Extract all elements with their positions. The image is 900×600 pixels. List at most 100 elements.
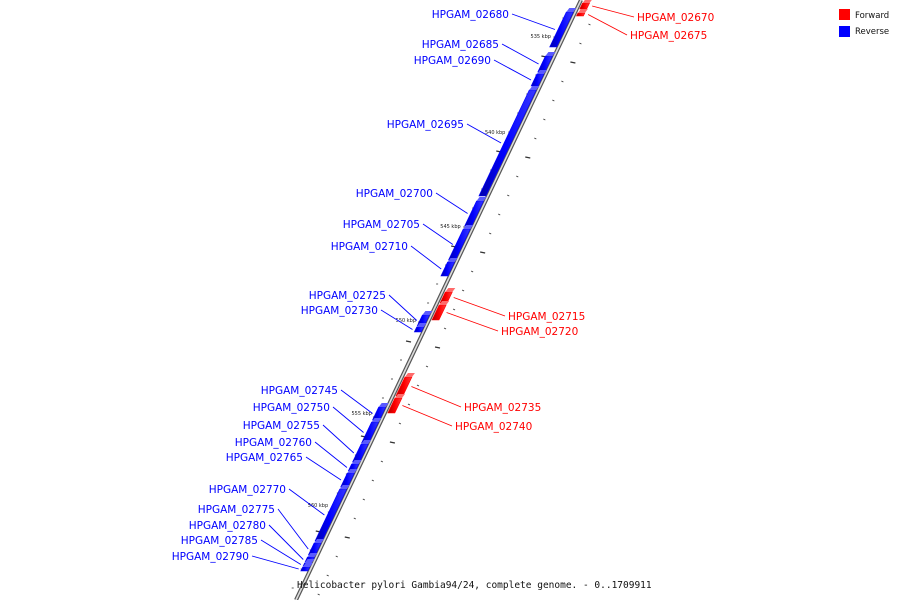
- gene-HPGAM_02770[interactable]: [314, 485, 350, 542]
- gene-cap: [404, 373, 415, 377]
- tick-mark: [570, 61, 576, 64]
- leader-HPGAM_02715: [453, 297, 506, 317]
- label-leader-lines: [251, 5, 635, 570]
- label-HPGAM_02790[interactable]: HPGAM_02790: [172, 551, 249, 563]
- gene-HPGAM_02680[interactable]: [549, 8, 577, 48]
- tick-mark: [344, 536, 350, 539]
- gene-cap: [529, 86, 540, 90]
- label-HPGAM_02730[interactable]: HPGAM_02730: [301, 305, 378, 317]
- gene-HPGAM_02710[interactable]: [440, 258, 458, 277]
- leader-HPGAM_02705: [422, 223, 454, 245]
- label-HPGAM_02740[interactable]: HPGAM_02740: [455, 421, 532, 433]
- gene-cap: [347, 469, 358, 473]
- gene-HPGAM_02685[interactable]: [537, 52, 556, 73]
- label-HPGAM_02670[interactable]: HPGAM_02670: [637, 12, 714, 24]
- gene-HPGAM_02695[interactable]: [478, 86, 540, 197]
- gene-body[interactable]: [300, 566, 311, 572]
- label-HPGAM_02710[interactable]: HPGAM_02710: [331, 241, 408, 253]
- gene-labels: HPGAM_02680 HPGAM_02685 HPGAM_02690 HPGAM_0…: [172, 9, 715, 563]
- label-HPGAM_02690[interactable]: HPGAM_02690: [414, 55, 491, 67]
- tick-mark: [452, 308, 456, 311]
- gene-HPGAM_02730[interactable]: [413, 323, 427, 333]
- gene-HPGAM_02720[interactable]: [431, 301, 450, 321]
- label-HPGAM_02785[interactable]: HPGAM_02785: [181, 535, 258, 547]
- label-HPGAM_02715[interactable]: HPGAM_02715: [508, 311, 585, 323]
- label-HPGAM_02770[interactable]: HPGAM_02770: [209, 484, 286, 496]
- label-HPGAM_02735[interactable]: HPGAM_02735: [464, 402, 541, 414]
- gene-HPGAM_02715[interactable]: [439, 288, 456, 304]
- gene-cap: [416, 323, 427, 327]
- gene-body[interactable]: [314, 488, 348, 542]
- leader-HPGAM_02770: [288, 488, 325, 516]
- label-HPGAM_02720[interactable]: HPGAM_02720: [501, 326, 578, 338]
- label-HPGAM_02755[interactable]: HPGAM_02755: [243, 420, 320, 432]
- gene-HPGAM_02705[interactable]: [448, 225, 474, 261]
- tick-mark: [525, 156, 531, 159]
- gene-HPGAM_02670[interactable]: [579, 0, 593, 10]
- tick-mark: [434, 346, 441, 349]
- tick-mark: [488, 232, 492, 235]
- gene-HPGAM_02745[interactable]: [372, 403, 389, 421]
- legend-reverse-label: Reverse: [855, 27, 889, 37]
- leader-HPGAM_02710: [410, 245, 442, 270]
- tick-mark: [534, 137, 537, 140]
- label-HPGAM_02750[interactable]: HPGAM_02750: [253, 402, 330, 414]
- gene-body[interactable]: [478, 89, 537, 197]
- leader-HPGAM_02695: [466, 123, 502, 144]
- gene-HPGAM_02750[interactable]: [361, 418, 382, 444]
- tick-mark: [353, 517, 356, 520]
- legend: Forward Reverse: [839, 9, 889, 37]
- gene-HPGAM_02690[interactable]: [530, 70, 547, 87]
- gene-HPGAM_02735[interactable]: [395, 373, 415, 397]
- leader-HPGAM_02720: [446, 312, 499, 332]
- gene-HPGAM_02775[interactable]: [307, 539, 325, 556]
- gene-HPGAM_02790[interactable]: [300, 563, 313, 572]
- leader-HPGAM_02735: [411, 386, 462, 408]
- label-HPGAM_02775[interactable]: HPGAM_02775: [198, 504, 275, 516]
- gene-HPGAM_02765[interactable]: [340, 469, 358, 488]
- tick-mark: [543, 118, 546, 121]
- label-HPGAM_02765[interactable]: HPGAM_02765: [226, 452, 303, 464]
- leader-HPGAM_02780: [268, 524, 304, 560]
- scale-label: 550 kbp: [396, 318, 416, 324]
- leader-HPGAM_02785: [260, 539, 302, 565]
- gene-cap: [339, 485, 350, 489]
- label-HPGAM_02680[interactable]: HPGAM_02680: [432, 9, 509, 21]
- gene-cap: [378, 403, 389, 407]
- leader-HPGAM_02740: [402, 405, 453, 427]
- gene-cap: [371, 418, 382, 422]
- tick-mark: [507, 194, 510, 197]
- label-HPGAM_02760[interactable]: HPGAM_02760: [235, 437, 312, 449]
- gene-body[interactable]: [575, 12, 586, 17]
- tick-mark: [405, 340, 412, 343]
- tick-mark: [461, 289, 465, 292]
- legend-forward-swatch: [839, 9, 850, 20]
- genome-caption: Helicobacter pylori Gambia94/24, complet…: [297, 580, 652, 591]
- scale-label: 560 kbp: [308, 503, 328, 509]
- gene-cap: [582, 0, 592, 3]
- gene-cap: [447, 258, 458, 262]
- label-HPGAM_02780[interactable]: HPGAM_02780: [189, 520, 266, 532]
- gene-cap: [302, 563, 313, 567]
- gene-HPGAM_02755[interactable]: [352, 440, 372, 463]
- label-HPGAM_02675[interactable]: HPGAM_02675: [630, 30, 707, 42]
- tick-mark: [470, 270, 474, 273]
- gene-cap: [476, 197, 487, 201]
- leader-HPGAM_02755: [322, 424, 355, 454]
- tick-mark: [326, 574, 329, 577]
- scale-label: 540 kbp: [485, 130, 505, 136]
- gene-HPGAM_02700[interactable]: [464, 197, 487, 227]
- gene-HPGAM_02740[interactable]: [387, 394, 405, 414]
- label-HPGAM_02695[interactable]: HPGAM_02695: [387, 119, 464, 131]
- label-HPGAM_02685[interactable]: HPGAM_02685: [422, 39, 499, 51]
- gene-cap: [361, 440, 372, 444]
- scale-label: 545 kbp: [440, 224, 460, 230]
- gene-cap: [307, 553, 318, 557]
- label-HPGAM_02700[interactable]: HPGAM_02700: [356, 188, 433, 200]
- gene-HPGAM_02675[interactable]: [575, 9, 588, 17]
- label-HPGAM_02725[interactable]: HPGAM_02725: [309, 290, 386, 302]
- label-HPGAM_02705[interactable]: HPGAM_02705: [343, 219, 420, 231]
- legend-forward-label: Forward: [855, 11, 889, 21]
- tick-mark: [335, 555, 338, 558]
- label-HPGAM_02745[interactable]: HPGAM_02745: [261, 385, 338, 397]
